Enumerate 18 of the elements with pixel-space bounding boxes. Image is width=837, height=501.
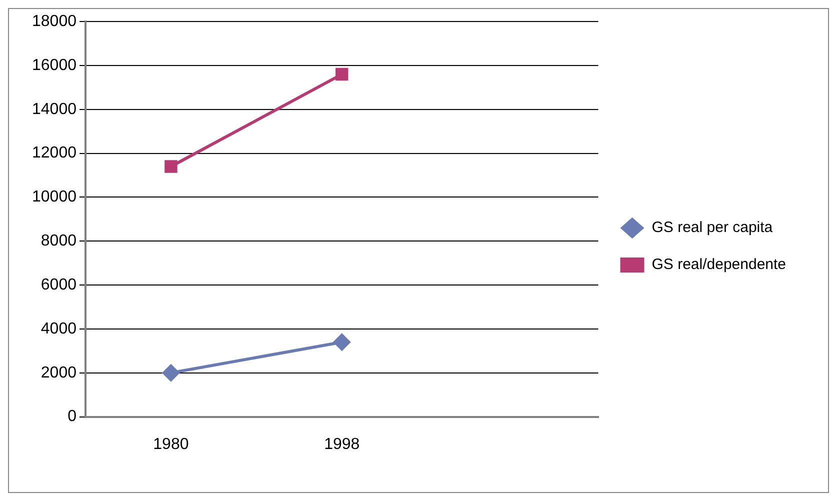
y-tick-label: 6000 [40,276,77,294]
legend-label: GS real per capita [652,219,774,236]
y-tick-label: 8000 [40,232,77,250]
point [332,333,351,352]
y-tick-label: 10000 [32,188,77,206]
y-tick-label: 16000 [32,56,77,74]
y-tick-label: 2000 [40,364,77,382]
y-tick-label: 12000 [32,144,77,162]
y-tick-label: 4000 [40,320,77,338]
point [162,364,180,382]
point [336,68,348,81]
y-tick-label: 0 [68,408,77,426]
x-tick-label: 1980 [153,436,189,453]
point [164,160,178,173]
x-tick-label: 1998 [324,436,360,453]
legend-label: GS real/dependente [652,256,786,274]
y-tick-label: 18000 [32,13,77,30]
y-tick-label: 14000 [32,100,77,118]
